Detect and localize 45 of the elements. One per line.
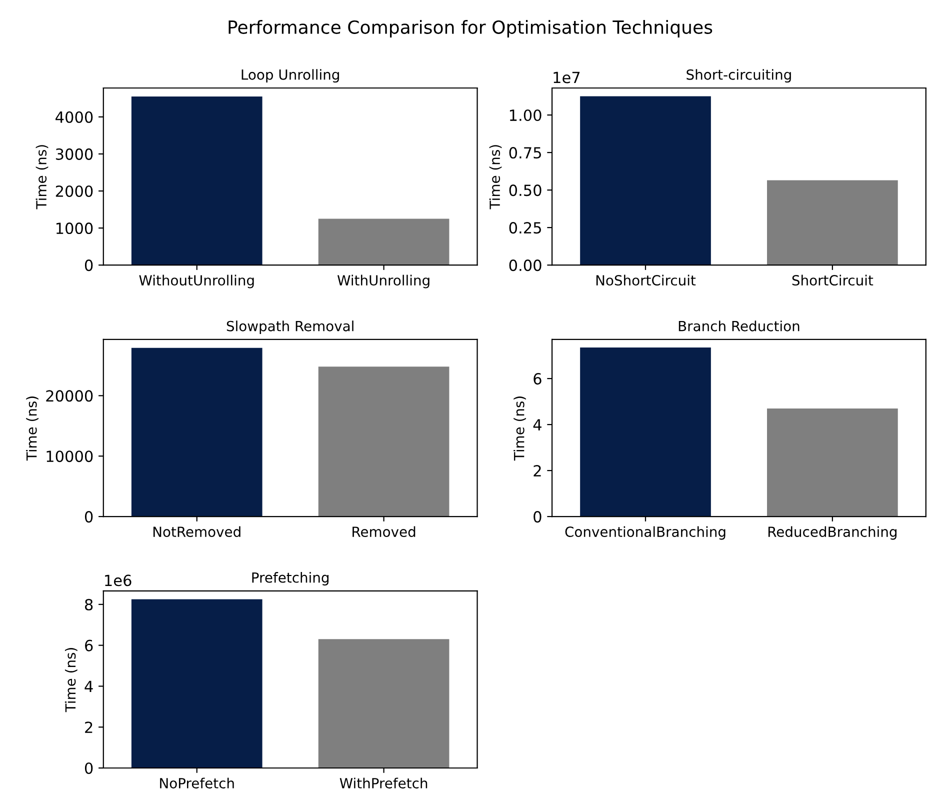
y-tick-label: 1000: [56, 222, 93, 234]
y-tick-label: 0.75: [509, 146, 541, 159]
text: 1e7: [554, 72, 580, 84]
chart-title: Branch Reduction: [678, 320, 800, 332]
x-tick-label: ConventionalBranching: [565, 526, 726, 540]
x-tick-label: NoPrefetch: [160, 778, 234, 788]
x-tick-label: WithPrefetch: [340, 778, 428, 788]
y-tick-label: 10000: [46, 450, 93, 462]
chart-title: Slowpath Removal: [226, 320, 354, 334]
y-tick-label: 20000: [46, 390, 93, 402]
x-tick-label: WithUnrolling: [337, 274, 430, 288]
y-tick-label: 0: [534, 511, 542, 523]
y-tick-label: 0.50: [509, 184, 542, 196]
x-tick-label: NoShortCircuit: [596, 274, 696, 286]
y-tick-label: 0: [84, 260, 93, 272]
x-tick-label: ShortCircuit: [792, 274, 874, 286]
y-axis-title: Time (ns): [64, 648, 78, 712]
x-tick-label: WithoutUnrolling: [139, 274, 254, 288]
text: Performance Comparison for Optimisation Techniques: [228, 20, 712, 38]
y-axis-title: Time (ns): [489, 145, 502, 210]
text: 1e6: [105, 574, 132, 586]
y-tick-label: 2: [534, 465, 541, 476]
chart-title: Prefetching: [252, 572, 329, 586]
y-tick-label: 8: [84, 598, 93, 610]
y-axis-title: Time (ns): [514, 396, 526, 461]
y-tick-label: 0.00: [509, 260, 542, 272]
y-tick-label: 0: [84, 762, 93, 774]
y-tick-label: 4: [533, 419, 542, 430]
y-tick-label: 4: [84, 680, 93, 692]
chart-title: Short-circuiting: [686, 69, 791, 83]
chart-title: Loop Unrolling: [242, 69, 339, 83]
y-tick-label: 2000: [56, 185, 93, 198]
x-tick-label: NotRemoved: [153, 526, 240, 538]
y-tick-label: 0: [84, 511, 93, 523]
y-tick-label: 6: [534, 373, 542, 385]
y-tick-label: 6: [85, 640, 93, 652]
y-tick-label: 4000: [56, 111, 93, 123]
y-axis-title: Time (ns): [26, 396, 38, 461]
y-tick-label: 0.25: [509, 222, 541, 234]
x-tick-label: Removed: [352, 526, 416, 538]
y-tick-label: 1.00: [510, 109, 542, 122]
x-tick-label: ReducedBranching: [768, 526, 896, 540]
y-tick-label: 2: [85, 722, 92, 733]
y-axis-title: Time (ns): [36, 145, 48, 210]
y-tick-label: 3000: [56, 148, 93, 160]
